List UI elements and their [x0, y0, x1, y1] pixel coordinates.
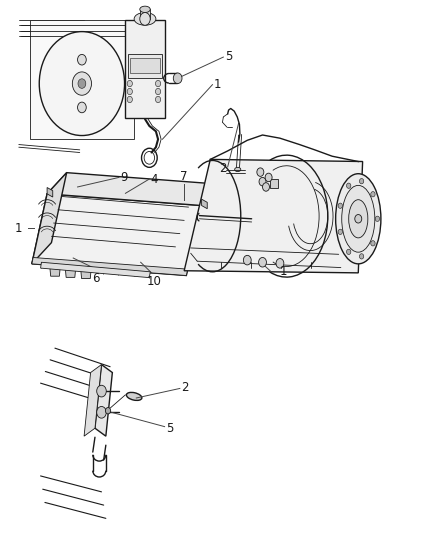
Polygon shape [128, 54, 162, 78]
Circle shape [106, 408, 111, 414]
Circle shape [276, 259, 284, 268]
Circle shape [155, 80, 161, 87]
Circle shape [244, 255, 251, 265]
Circle shape [97, 407, 106, 418]
Circle shape [155, 88, 161, 95]
Text: 5: 5 [226, 50, 233, 62]
Polygon shape [270, 179, 278, 188]
Circle shape [155, 96, 161, 103]
Circle shape [97, 385, 106, 397]
Polygon shape [32, 173, 67, 264]
Polygon shape [41, 262, 150, 278]
Circle shape [265, 173, 272, 182]
Polygon shape [201, 199, 207, 209]
Circle shape [127, 80, 132, 87]
Circle shape [346, 183, 351, 188]
Circle shape [371, 241, 375, 246]
Circle shape [173, 73, 182, 84]
Circle shape [346, 249, 351, 254]
Circle shape [258, 257, 266, 267]
Text: 5: 5 [166, 422, 173, 435]
Circle shape [78, 54, 86, 65]
Circle shape [338, 229, 343, 235]
Circle shape [78, 102, 86, 113]
Circle shape [360, 179, 364, 184]
Circle shape [338, 203, 343, 208]
Polygon shape [140, 10, 150, 19]
Circle shape [257, 168, 264, 176]
Ellipse shape [127, 392, 142, 400]
Circle shape [140, 12, 150, 25]
Text: 6: 6 [92, 272, 100, 285]
Text: 2: 2 [219, 162, 227, 175]
Ellipse shape [336, 174, 381, 264]
Ellipse shape [235, 167, 241, 172]
Text: 10: 10 [146, 275, 161, 288]
Circle shape [360, 254, 364, 259]
Polygon shape [65, 268, 76, 277]
Polygon shape [125, 20, 165, 118]
Polygon shape [50, 266, 60, 276]
Circle shape [127, 96, 132, 103]
Polygon shape [30, 20, 134, 139]
Circle shape [78, 79, 86, 88]
Polygon shape [95, 365, 113, 436]
Text: 9: 9 [120, 171, 127, 184]
Polygon shape [32, 257, 187, 276]
Ellipse shape [349, 200, 368, 238]
Polygon shape [81, 269, 91, 279]
Text: 4: 4 [151, 173, 158, 185]
Text: 2: 2 [181, 381, 189, 394]
Text: 1: 1 [15, 222, 22, 235]
Ellipse shape [134, 12, 156, 25]
Polygon shape [130, 58, 160, 73]
Polygon shape [184, 159, 363, 273]
Circle shape [262, 183, 269, 191]
Text: 1: 1 [279, 265, 287, 278]
Circle shape [355, 215, 362, 223]
Text: 7: 7 [180, 169, 187, 183]
Polygon shape [47, 188, 53, 197]
Ellipse shape [342, 185, 375, 252]
Circle shape [259, 177, 266, 186]
Polygon shape [47, 173, 221, 206]
Circle shape [371, 191, 375, 197]
Circle shape [39, 31, 124, 135]
Circle shape [127, 88, 132, 95]
Circle shape [375, 216, 380, 221]
Circle shape [72, 72, 92, 95]
Polygon shape [32, 194, 201, 276]
Polygon shape [84, 365, 102, 436]
Text: 1: 1 [214, 78, 221, 91]
Ellipse shape [140, 6, 150, 12]
